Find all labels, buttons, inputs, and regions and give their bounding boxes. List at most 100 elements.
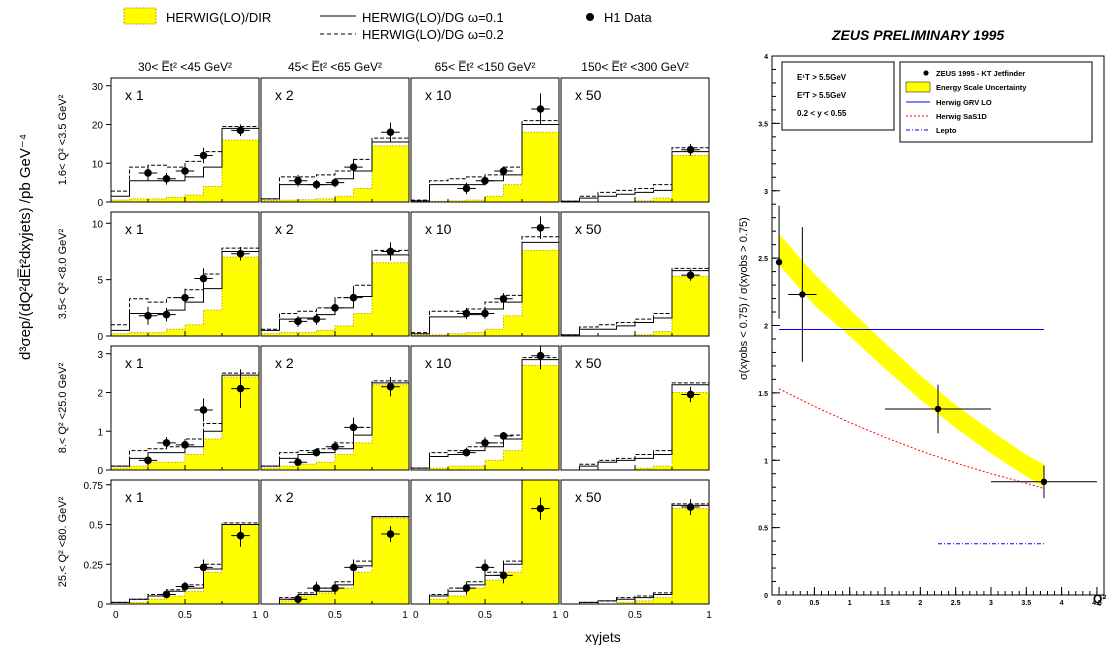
dir-bar [466, 332, 485, 336]
dir-outline [111, 524, 259, 605]
dir-bar [653, 198, 672, 202]
dir-bar [129, 466, 148, 470]
dg01-histogram [261, 254, 409, 331]
scale-multiplier: x 2 [275, 489, 294, 505]
data-point [349, 293, 358, 302]
data-point [181, 441, 189, 449]
dir-bar [261, 200, 280, 202]
dg01-histogram [561, 504, 709, 605]
dir-bar [185, 591, 204, 604]
x-tick-label: 1 [706, 610, 712, 621]
dir-bar [203, 310, 222, 336]
dir-bar [672, 155, 709, 202]
right-title: ZEUS PRELIMINARY 1995 [831, 27, 1004, 43]
data-point [331, 304, 339, 312]
dg02-histogram [561, 382, 709, 471]
dg01-histogram [561, 151, 709, 202]
dir-bar [148, 332, 167, 336]
dir-bar [111, 333, 130, 336]
y-tick-label: 3 [97, 350, 103, 361]
left-y-title: d³σep/(dQ²dE̅t²dxγjets) /pb GeV⁻⁴ [17, 134, 34, 360]
dir-bar [298, 464, 317, 470]
y-tick-label: 0.75 [84, 481, 104, 492]
dir-bar [316, 462, 335, 470]
zeus-y-tick-label: 3.5 [758, 121, 768, 128]
dir-bar [185, 195, 204, 202]
data-point [462, 584, 471, 592]
data-point [312, 448, 321, 457]
scale-multiplier: x 1 [125, 221, 144, 237]
scale-multiplier: x 10 [425, 221, 452, 237]
x-tick-label: 0.5 [628, 610, 642, 621]
dir-bar [166, 197, 185, 202]
data-point [236, 531, 245, 540]
dir-bar [485, 460, 504, 470]
data-point [144, 311, 152, 320]
dir-bar [148, 599, 167, 604]
legend-band-label: Energy Scale Uncertainty [936, 83, 1027, 92]
y-tick-label: 10 [92, 219, 104, 230]
dg01-histogram [261, 516, 409, 605]
dir-bar [485, 196, 504, 202]
data-point [199, 274, 208, 283]
dir-bar [129, 602, 148, 604]
data-point [481, 439, 489, 447]
data-point [144, 169, 152, 177]
dir-bar [316, 592, 335, 604]
data-point [481, 309, 489, 318]
data-point [481, 176, 489, 185]
scale-multiplier: x 10 [425, 489, 452, 505]
data-point [686, 145, 695, 154]
dir-outline [111, 256, 259, 335]
left-x-title: xγjets [585, 629, 621, 645]
x-tick-label: 1 [552, 610, 558, 621]
data-point [312, 180, 321, 189]
dg02-histogram [411, 120, 559, 201]
dir-bar [222, 140, 259, 202]
y-tick-label: 0 [97, 466, 103, 477]
scale-multiplier: x 2 [275, 221, 294, 237]
data-point [462, 448, 471, 457]
dir-bar [279, 466, 298, 470]
dir-bar [372, 262, 409, 336]
dir-bar [279, 332, 298, 336]
column-header: 150< E̅t² <300 GeV² [581, 60, 688, 74]
dir-outline [411, 364, 559, 471]
dg02-histogram [411, 479, 559, 605]
data-point [331, 178, 339, 187]
data-point [312, 584, 321, 592]
zeus-data-point [934, 405, 942, 413]
data-point [312, 315, 321, 323]
row-label: 8.< Q² <25.0 GeV² [57, 362, 69, 453]
scale-multiplier: x 10 [425, 87, 452, 103]
legend-grv-label: Herwig GRV LO [936, 98, 992, 107]
y-tick-label: 0.5 [89, 521, 103, 532]
zeus-x-tick-label: 4.5 [1092, 600, 1102, 607]
dir-bar [279, 200, 298, 202]
data-point [144, 456, 152, 465]
data-point [536, 105, 545, 113]
dg02-histogram [111, 522, 259, 603]
dir-bar [503, 572, 522, 604]
data-point [181, 582, 189, 591]
dir-bar [653, 466, 672, 470]
scale-multiplier: x 50 [575, 489, 602, 505]
y-tick-label: 10 [92, 159, 104, 170]
dir-bar [185, 324, 204, 336]
y-tick-label: 0.25 [84, 560, 104, 571]
dir-bar [129, 332, 148, 336]
dir-bar [429, 334, 448, 336]
dir-bar [503, 315, 522, 336]
scale-multiplier: x 50 [575, 355, 602, 371]
x-tick-label: 0 [113, 610, 119, 621]
legend-lepto-label: Lepto [936, 126, 957, 135]
zeus-x-tick-label: 3 [989, 600, 993, 607]
dir-bar [261, 333, 280, 336]
dir-bar [485, 580, 504, 604]
data-point [349, 563, 358, 572]
zeus-y-tick-label: 4 [764, 54, 768, 61]
data-point [536, 504, 545, 513]
data-point [199, 563, 208, 572]
dir-bar [335, 588, 354, 604]
x-tick-label: 0.5 [328, 610, 342, 621]
